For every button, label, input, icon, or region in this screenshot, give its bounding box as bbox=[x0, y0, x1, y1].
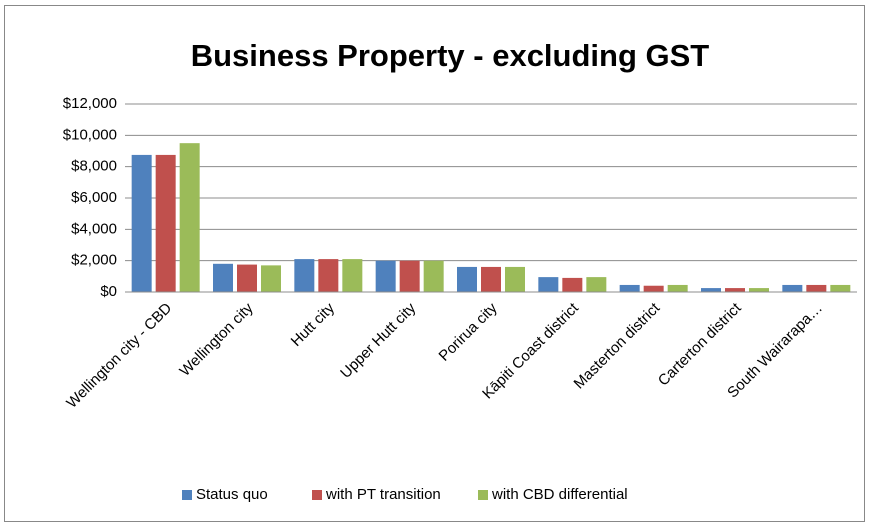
y-tick-label: $12,000 bbox=[63, 95, 117, 112]
bar bbox=[131, 154, 152, 292]
bar bbox=[619, 284, 640, 292]
bar bbox=[457, 266, 477, 292]
y-tick-label: $6,000 bbox=[71, 189, 117, 206]
bar bbox=[294, 259, 315, 292]
bar bbox=[261, 265, 281, 292]
bar bbox=[213, 263, 233, 292]
bar bbox=[701, 288, 721, 292]
legend-swatch bbox=[478, 490, 488, 500]
bar bbox=[399, 260, 420, 292]
bar bbox=[782, 284, 803, 292]
bar bbox=[237, 264, 257, 292]
y-tick-label: $8,000 bbox=[71, 158, 117, 175]
bar bbox=[667, 284, 688, 292]
bar bbox=[725, 288, 745, 292]
legend-swatch bbox=[182, 490, 192, 500]
legend-label: Status quo bbox=[196, 486, 268, 503]
legend-swatch bbox=[312, 490, 322, 500]
bar bbox=[806, 284, 827, 292]
y-tick-label: $2,000 bbox=[71, 252, 117, 269]
chart-title: Business Property - excluding GST bbox=[191, 38, 710, 73]
y-tick-label: $4,000 bbox=[71, 220, 117, 237]
bar bbox=[749, 288, 769, 292]
bar bbox=[538, 277, 559, 292]
bar bbox=[375, 260, 396, 292]
bar bbox=[342, 259, 363, 292]
y-tick-label: $0 bbox=[100, 283, 117, 300]
bar bbox=[505, 266, 525, 292]
bar bbox=[562, 277, 583, 292]
bar bbox=[586, 277, 607, 292]
bar bbox=[179, 143, 200, 292]
bar bbox=[830, 284, 851, 292]
bar bbox=[481, 266, 501, 292]
bar bbox=[643, 285, 664, 292]
legend-label: with PT transition bbox=[325, 486, 441, 503]
y-tick-label: $10,000 bbox=[63, 126, 117, 143]
bar bbox=[155, 154, 176, 292]
bar bbox=[423, 260, 444, 292]
bar bbox=[318, 259, 339, 292]
legend-label: with CBD differential bbox=[491, 486, 628, 503]
